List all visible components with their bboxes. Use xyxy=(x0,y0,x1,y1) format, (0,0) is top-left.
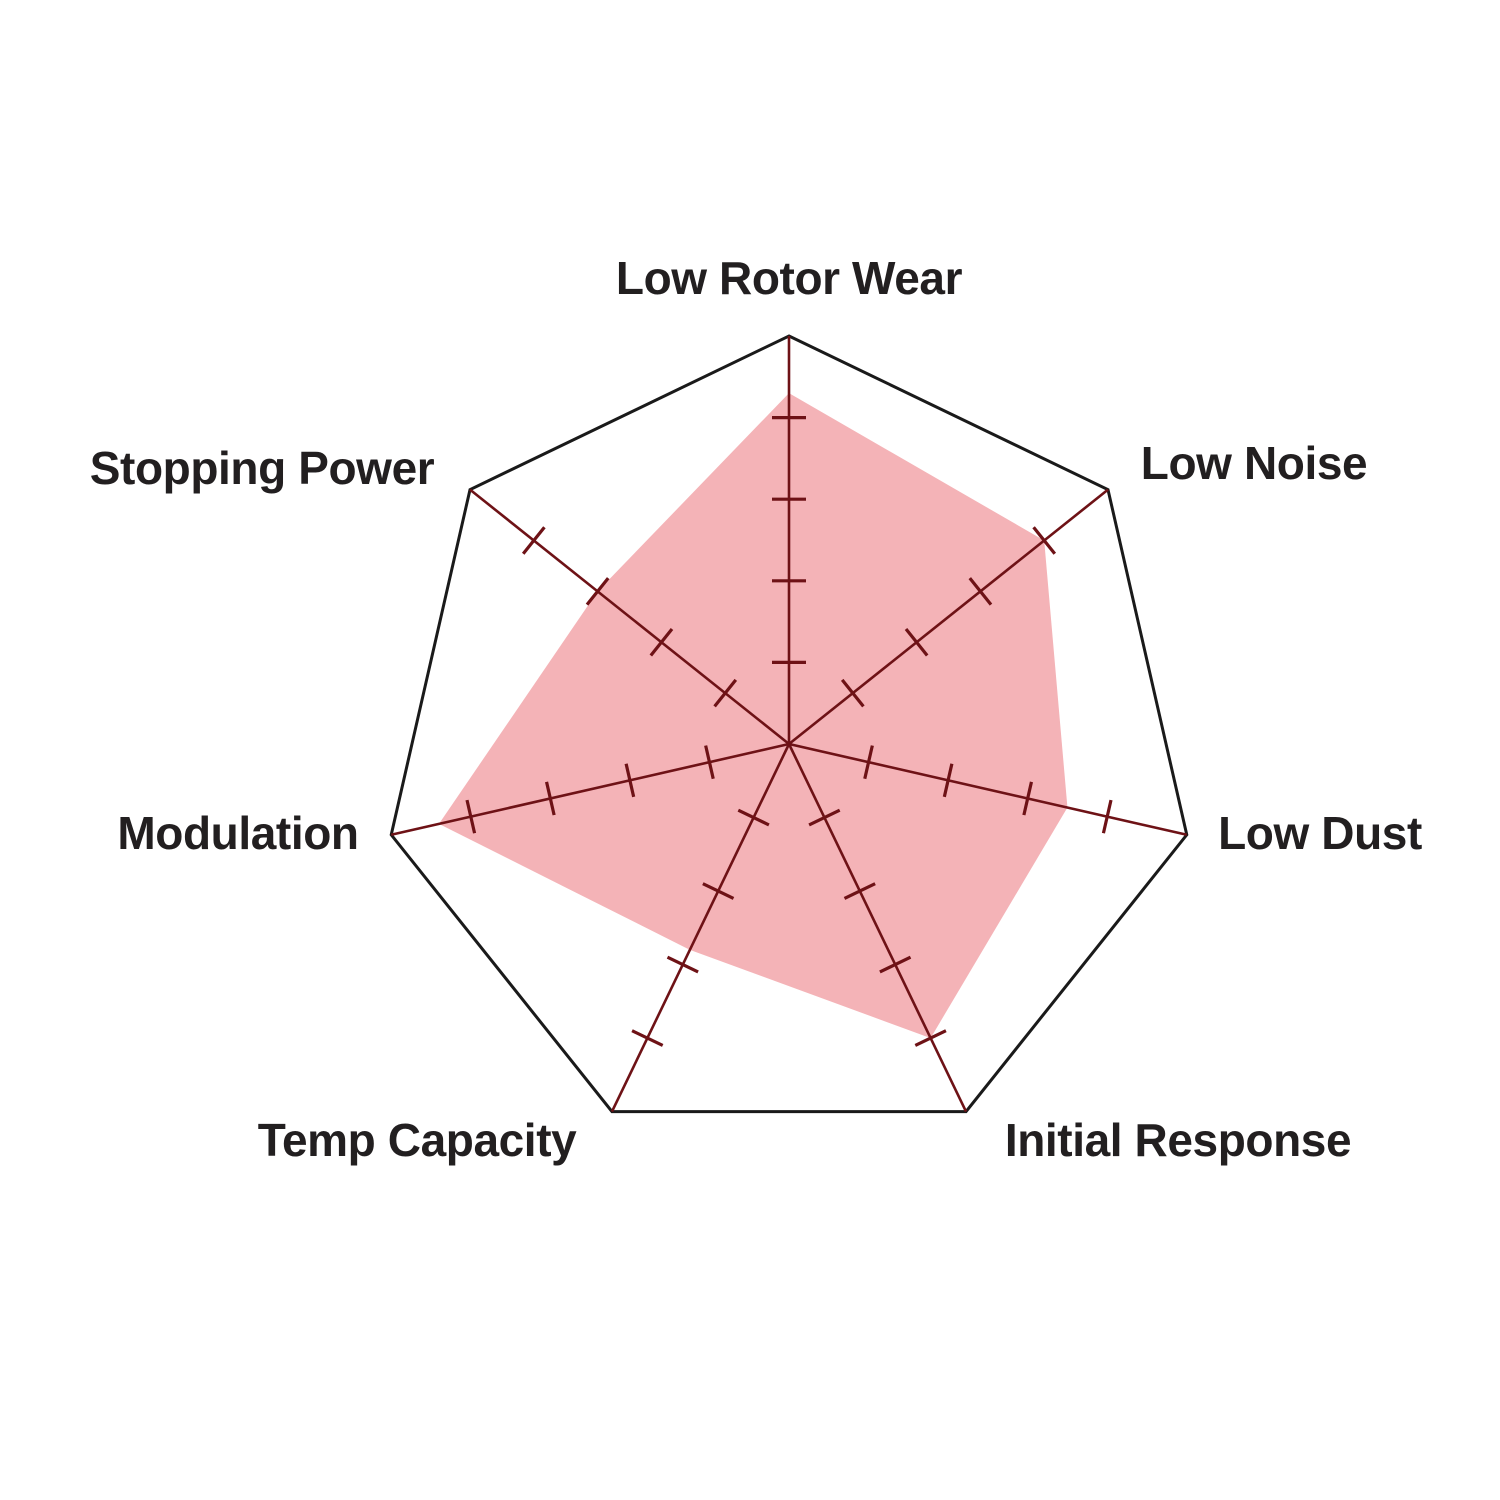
axis-label-stopping-power: Stopping Power xyxy=(89,441,435,494)
outer-heptagon xyxy=(389,334,1189,1114)
axis-tick xyxy=(544,781,556,816)
axis-tick xyxy=(942,763,954,798)
axis-label-temp-capacity: Temp Capacity xyxy=(257,1113,577,1166)
outer-heptagon-outline xyxy=(389,334,1189,1114)
axis-tick-marks xyxy=(465,416,1113,1047)
axis-tick xyxy=(585,577,610,606)
axis-spoke xyxy=(610,743,791,1113)
axis-tick xyxy=(914,1029,947,1047)
axis-tick xyxy=(521,526,546,555)
axis-tick xyxy=(843,882,876,900)
axis-tick xyxy=(713,678,738,708)
axis-tick xyxy=(702,882,735,900)
axis-spoke xyxy=(469,488,790,746)
axis-spokes xyxy=(390,336,1188,1113)
axis-spoke xyxy=(788,488,1109,746)
axis-label-low-dust: Low Dust xyxy=(1218,806,1422,859)
axis-label-low-rotor-wear: Low Rotor Wear xyxy=(615,251,963,304)
axis-label-modulation: Modulation xyxy=(117,806,359,859)
axis-tick xyxy=(840,678,865,708)
axis-tick xyxy=(904,627,929,657)
axis-label-low-noise: Low Noise xyxy=(1140,436,1368,489)
axis-tick xyxy=(649,627,674,657)
axis-tick xyxy=(666,955,699,974)
axis-tick xyxy=(879,955,912,974)
axis-tick xyxy=(631,1029,664,1047)
axis-spoke xyxy=(390,742,790,837)
axis-tick xyxy=(465,799,477,834)
axis-tick xyxy=(624,763,636,798)
axis-tick xyxy=(808,808,841,827)
axis-tick xyxy=(1022,781,1034,816)
axis-tick xyxy=(704,745,715,780)
axis-spoke xyxy=(787,743,968,1113)
axis-tick xyxy=(968,577,993,606)
axis-tick xyxy=(1101,799,1113,834)
axis-tick xyxy=(737,808,770,827)
axis-tick xyxy=(863,745,874,780)
axis-label-initial-response: Initial Response xyxy=(1004,1113,1352,1166)
axis-spoke xyxy=(788,742,1188,837)
axis-tick xyxy=(1032,526,1057,555)
